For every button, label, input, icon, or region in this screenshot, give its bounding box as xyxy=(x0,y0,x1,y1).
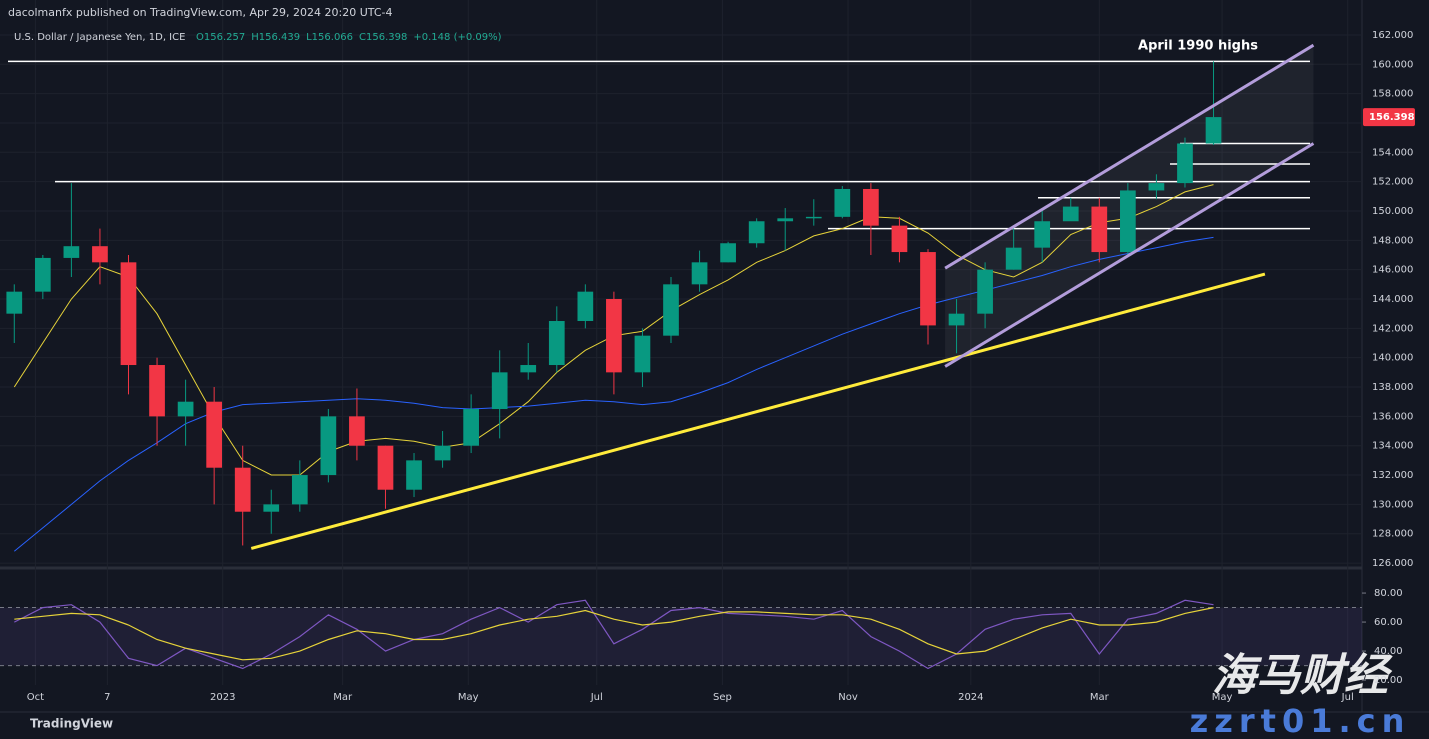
x-tick-label: 2024 xyxy=(958,692,983,703)
rsi-line xyxy=(14,599,1214,670)
x-tick-label: Sep xyxy=(713,692,732,703)
candle-body xyxy=(1034,221,1051,248)
candle-body xyxy=(1148,183,1165,191)
x-tick-label: Jul xyxy=(590,692,603,703)
ohlc-value: +0.148 (+0.09%) xyxy=(413,32,501,43)
rsi-tick-label: 60.00 xyxy=(1374,617,1403,628)
rsi-ma-line xyxy=(14,607,1214,661)
candle-body xyxy=(63,246,80,258)
candle-body xyxy=(948,313,965,326)
y-tick-label: 154.000 xyxy=(1372,147,1413,158)
y-tick-label: 128.000 xyxy=(1372,529,1413,540)
candle-body xyxy=(149,365,165,417)
x-tick-label: Oct xyxy=(27,692,44,703)
x-tick-label: Mar xyxy=(1090,692,1110,703)
last-price-label: 156.398 xyxy=(1369,112,1415,123)
candle-body xyxy=(634,335,651,373)
x-tick-label: Nov xyxy=(838,692,858,703)
candle-body xyxy=(206,401,223,468)
candle-body xyxy=(34,257,51,292)
x-tick-label: May xyxy=(1212,692,1233,703)
y-tick-label: 142.000 xyxy=(1372,323,1413,334)
y-tick-label: 158.000 xyxy=(1372,89,1413,100)
candle-body xyxy=(748,221,765,244)
y-tick-label: 140.000 xyxy=(1372,353,1413,364)
y-tick-label: 162.000 xyxy=(1372,30,1413,41)
candle-body xyxy=(1062,206,1079,222)
y-tick-label: 148.000 xyxy=(1372,235,1413,246)
rsi-tick-label: 20.00 xyxy=(1374,675,1403,686)
x-tick-label: 7 xyxy=(104,692,110,703)
y-tick-label: 132.000 xyxy=(1372,470,1413,481)
ohlc-value: H156.439 xyxy=(251,32,300,43)
y-tick-label: 150.000 xyxy=(1372,206,1413,217)
candle-body xyxy=(891,225,908,253)
candle-body xyxy=(577,291,594,322)
candle-body xyxy=(606,299,622,373)
candle-body xyxy=(805,216,822,219)
rsi-tick-label: 40.00 xyxy=(1374,646,1403,657)
watermark: zzrt01.cn xyxy=(1190,702,1411,739)
candle-body xyxy=(291,475,308,505)
candle-body xyxy=(1177,143,1193,184)
candle-body xyxy=(834,188,851,217)
trendline xyxy=(250,272,1266,550)
candle-body xyxy=(234,467,251,512)
candle-body xyxy=(691,262,708,285)
candle-body xyxy=(520,365,537,373)
y-tick-label: 146.000 xyxy=(1372,265,1413,276)
candle-body xyxy=(377,445,394,490)
plot xyxy=(0,0,1362,685)
candle-body xyxy=(263,504,280,512)
candle-body xyxy=(463,409,479,446)
candle-body xyxy=(720,243,736,263)
y-tick-label: 136.000 xyxy=(1372,411,1413,422)
candle-body xyxy=(92,246,108,263)
x-tick-label: 2023 xyxy=(210,692,235,703)
y-tick-label: 130.000 xyxy=(1372,499,1413,510)
publisher: dacolmanfx published on TradingView.com,… xyxy=(8,6,392,19)
candle-body xyxy=(777,218,794,222)
ohlc-value: O156.257 xyxy=(196,32,245,43)
y-tick-label: 134.000 xyxy=(1372,441,1413,452)
rsi-tick-label: 80.00 xyxy=(1374,588,1403,599)
ohlc-value: L156.066 xyxy=(306,32,353,43)
y-tick-label: 138.000 xyxy=(1372,382,1413,393)
x-tick-label: May xyxy=(458,692,479,703)
candle-body xyxy=(120,262,137,366)
candle-body xyxy=(406,460,422,490)
trendline xyxy=(944,43,1315,270)
y-tick-label: 126.000 xyxy=(1372,558,1413,569)
candle-body xyxy=(349,416,365,446)
y-tick-label: 152.000 xyxy=(1372,177,1413,188)
candle-body xyxy=(548,321,565,366)
candle-body xyxy=(663,284,679,336)
brand: TradingView xyxy=(30,717,113,731)
candle-body xyxy=(1205,117,1222,144)
rsi-band xyxy=(0,607,1362,666)
candle-body xyxy=(920,252,936,326)
candle-body xyxy=(6,291,23,314)
trendline xyxy=(944,142,1315,368)
candle-body xyxy=(1005,247,1022,270)
candle-body xyxy=(1091,206,1108,253)
x-tick-label: Mar xyxy=(333,692,353,703)
candle-body xyxy=(434,445,451,461)
ohlc-value: C156.398 xyxy=(359,32,407,43)
candle-body xyxy=(977,269,993,314)
y-tick-label: 144.000 xyxy=(1372,294,1413,305)
annotation: April 1990 highs xyxy=(1138,39,1258,54)
watermark: 海马财经 xyxy=(1212,650,1393,701)
candle-body xyxy=(1120,190,1136,253)
y-tick-label: 160.000 xyxy=(1372,59,1413,70)
candle-body xyxy=(491,372,508,410)
candle-body xyxy=(177,401,194,417)
last-price-box xyxy=(1363,108,1415,127)
candle-body xyxy=(320,416,337,476)
x-tick-label: Jul xyxy=(1341,692,1354,703)
candle-body xyxy=(863,188,879,226)
symbol: U.S. Dollar / Japanese Yen, 1D, ICE xyxy=(14,32,185,43)
